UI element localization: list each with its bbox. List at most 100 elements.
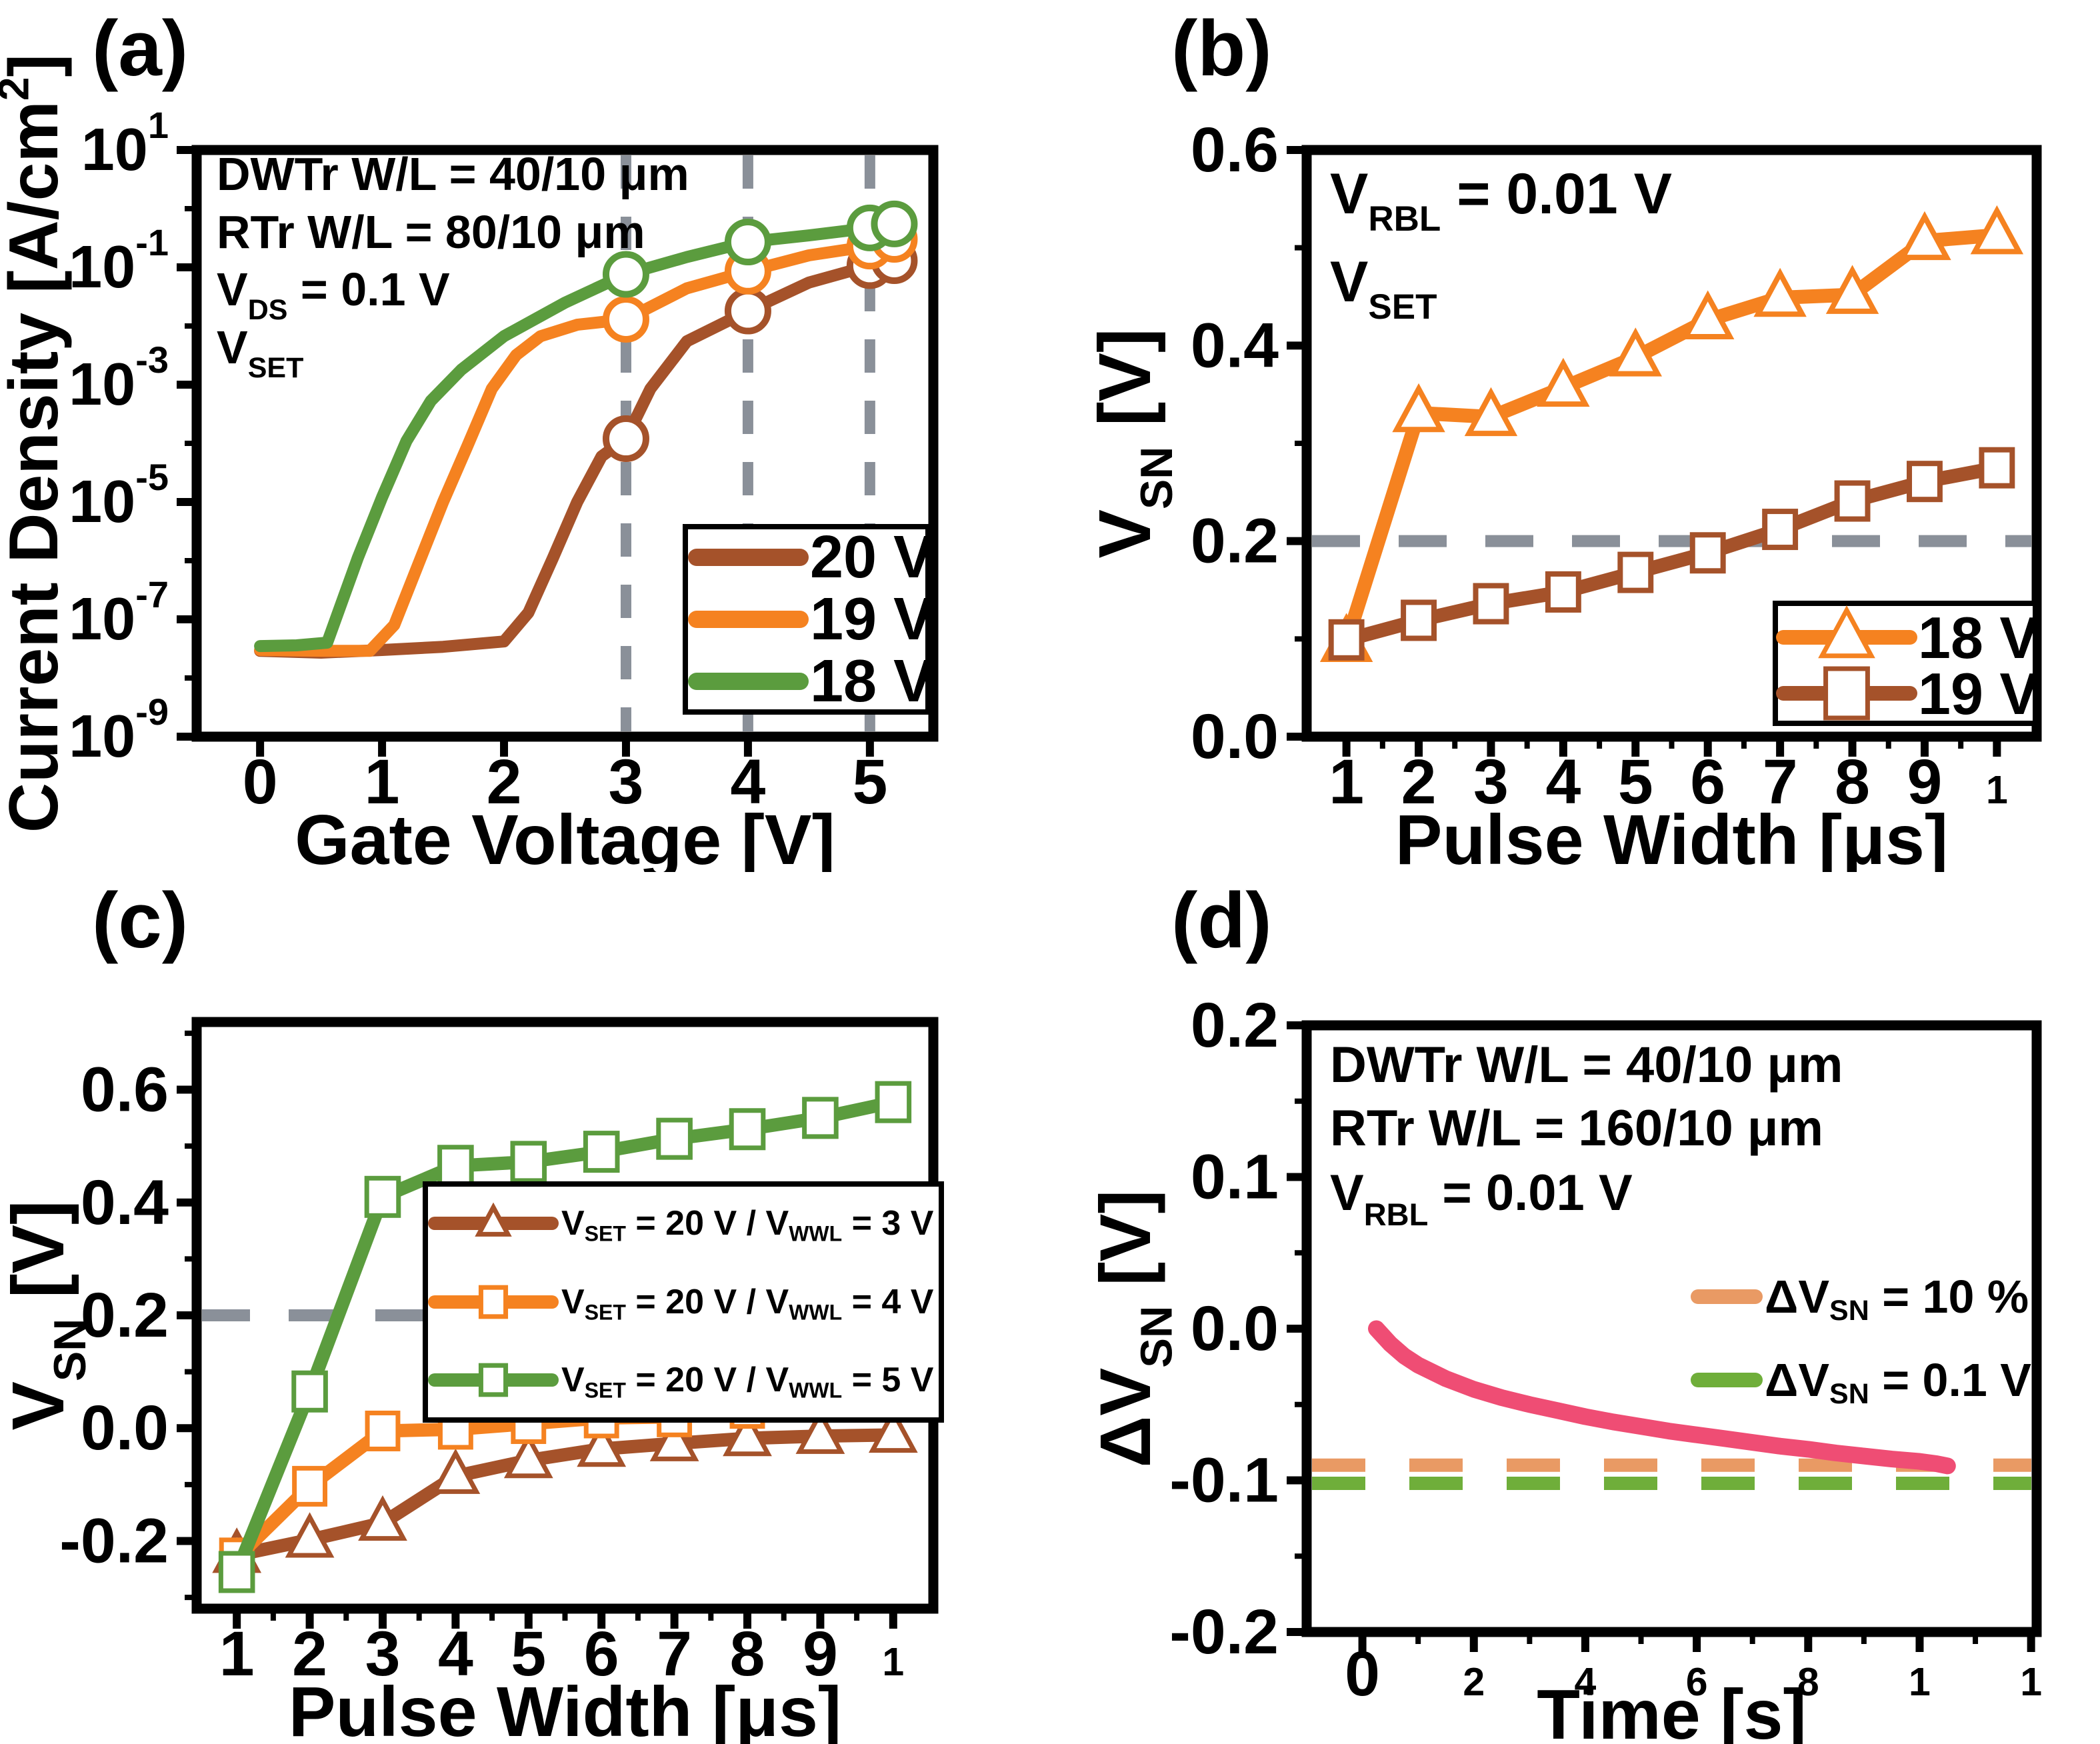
svg-text:ΔVSN = 0.1 V: ΔVSN = 0.1 V bbox=[1765, 1354, 2031, 1410]
axes-frame: 1 2 3 4 5 6 7 8 9 10.00.20.40.6 bbox=[1191, 115, 2042, 817]
svg-text:10-1: 10-1 bbox=[69, 221, 169, 301]
chart-a-transfer-curves: 0 1 2 3 4 5 101 10-1 10-3 10-5 10-7 10-9 Gate Voltag… bbox=[0, 54, 939, 872]
series-18-v bbox=[1319, 205, 2024, 662]
svg-text:0.6: 0.6 bbox=[81, 1055, 169, 1125]
x-axis-title: Gate Voltage [V] bbox=[295, 801, 835, 872]
svg-text:VRBL = 0.01 V: VRBL = 0.01 V bbox=[1330, 162, 1672, 239]
x-axis-title: Pulse Width [μs] bbox=[289, 1673, 841, 1744]
svg-text:VSET: VSET bbox=[1330, 250, 1437, 327]
svg-text:0.1: 0.1 bbox=[1191, 1142, 1279, 1213]
series-retention bbox=[1368, 1320, 1956, 1475]
panel-label-b: (b) bbox=[1171, 5, 1272, 93]
svg-text:0.0: 0.0 bbox=[1191, 701, 1279, 772]
svg-text:8: 8 bbox=[1835, 747, 1870, 817]
panel-d: (d) 0 2 4 6 8 1 1 0.2 0.1 0.0 -0.1 -0.2 Time [s] ΔVSN… bbox=[1050, 872, 2100, 1744]
svg-text:8: 8 bbox=[730, 1619, 765, 1689]
svg-text:10-9: 10-9 bbox=[69, 691, 169, 770]
svg-text:0.2: 0.2 bbox=[81, 1280, 169, 1351]
svg-text:3: 3 bbox=[365, 1619, 401, 1689]
svg-text:0.0: 0.0 bbox=[1191, 1293, 1279, 1364]
svg-text:2: 2 bbox=[1401, 747, 1437, 817]
svg-text:7: 7 bbox=[1763, 747, 1798, 817]
legend: 20 V19 V18 V bbox=[683, 524, 933, 715]
svg-text:9: 9 bbox=[803, 1619, 838, 1689]
svg-text:-0.1: -0.1 bbox=[1169, 1445, 1279, 1516]
y-axis-title: Current Density [A/cm2] bbox=[0, 54, 73, 833]
svg-text:VRBL = 0.01 V: VRBL = 0.01 V bbox=[1330, 1165, 1633, 1232]
panel-b: (b) 1 2 3 4 5 6 7 8 9 1 0.0 0.2 0.4 0.6 Pulse Width [μ… bbox=[1050, 0, 2100, 872]
chart-d-retention: 0 2 4 6 8 1 1 0.2 0.1 0.0 -0.1 -0.2 Time [s] ΔVSN [V]… bbox=[1085, 990, 2042, 1744]
svg-text:5: 5 bbox=[852, 747, 887, 817]
svg-text:10-3: 10-3 bbox=[69, 339, 169, 418]
series-vset-20-v-vwwl-5-v bbox=[218, 1081, 912, 1593]
svg-text:VSET: VSET bbox=[217, 321, 303, 384]
svg-text:0.2: 0.2 bbox=[1191, 506, 1279, 577]
x-axis-title: Time [s] bbox=[1537, 1675, 1807, 1744]
legend: VSET = 20 V / VWWL = 3 V VSET = 20 V / VW… bbox=[423, 1181, 944, 1423]
in-plot-annotations: DWTr W/L = 40/10 μm RTr W/L = 160/10 μm VR… bbox=[1330, 1037, 1843, 1232]
svg-text:VDS = 0.1 V: VDS = 0.1 V bbox=[217, 263, 450, 326]
svg-text:2: 2 bbox=[1463, 1660, 1485, 1704]
svg-text:1: 1 bbox=[219, 1619, 255, 1689]
svg-text:RTr W/L = 160/10 μm: RTr W/L = 160/10 μm bbox=[1330, 1100, 1823, 1157]
svg-text:4: 4 bbox=[730, 747, 765, 817]
svg-text:18 V: 18 V bbox=[1918, 605, 2039, 671]
svg-text:0.6: 0.6 bbox=[1191, 115, 1279, 185]
y-axis-title: VSN [V] bbox=[1084, 328, 1182, 558]
svg-text:1: 1 bbox=[1329, 747, 1364, 817]
svg-text:3: 3 bbox=[1473, 747, 1509, 817]
svg-text:0.4: 0.4 bbox=[81, 1167, 169, 1238]
svg-text:VSET = 20 V / VWWL = 4 V: VSET = 20 V / VWWL = 4 V bbox=[561, 1283, 934, 1325]
svg-text:4: 4 bbox=[1545, 747, 1581, 817]
svg-text:0: 0 bbox=[1345, 1639, 1380, 1709]
y-axis-title: ΔVSN [V] bbox=[1085, 1190, 1181, 1468]
svg-text:8: 8 bbox=[1797, 1660, 1819, 1704]
svg-text:DWTr W/L = 40/10 μm: DWTr W/L = 40/10 μm bbox=[217, 148, 689, 200]
svg-text:0.4: 0.4 bbox=[1191, 310, 1279, 381]
svg-text:1: 1 bbox=[1909, 1660, 1931, 1704]
panel-label-d: (d) bbox=[1171, 877, 1272, 965]
svg-text:4: 4 bbox=[438, 1619, 473, 1689]
y-axis-title: VSN [V] bbox=[0, 1200, 95, 1430]
svg-text:6: 6 bbox=[1686, 1660, 1708, 1704]
svg-text:1: 1 bbox=[882, 1640, 904, 1684]
svg-text:6: 6 bbox=[1690, 747, 1725, 817]
axes-frame: 0 2 4 6 8 1 1 0.2 0.1 0.0 -0.1 -0.2 bbox=[1169, 990, 2042, 1709]
in-plot-annotations: VRBL = 0.01 V VSET bbox=[1330, 162, 1672, 327]
svg-text:0: 0 bbox=[243, 747, 278, 817]
svg-text:20 V: 20 V bbox=[810, 524, 933, 591]
panel-label-a: (a) bbox=[92, 5, 189, 93]
svg-text:5: 5 bbox=[1618, 747, 1653, 817]
svg-text:19 V: 19 V bbox=[1918, 661, 2039, 727]
svg-text:1: 1 bbox=[365, 747, 400, 817]
svg-text:2: 2 bbox=[487, 747, 522, 817]
svg-text:4: 4 bbox=[1575, 1660, 1597, 1704]
svg-text:ΔVSN = 10 %: ΔVSN = 10 % bbox=[1765, 1271, 2029, 1327]
svg-text:9: 9 bbox=[1907, 747, 1943, 817]
svg-text:1: 1 bbox=[1986, 768, 2008, 812]
svg-text:-0.2: -0.2 bbox=[1169, 1597, 1279, 1667]
svg-text:3: 3 bbox=[609, 747, 644, 817]
axes-frame: 1 2 3 4 5 6 7 8 9 1-0.20.00.20.40.6 bbox=[59, 1017, 939, 1689]
panel-a: (a) 0 1 2 3 4 5 101 10-1 10-3 10-5 10-7 10-9 Gate Vo… bbox=[0, 0, 1050, 872]
in-plot-annotations: DWTr W/L = 40/10 μm RTr W/L = 80/10 μmVDS… bbox=[217, 148, 689, 384]
svg-text:0.2: 0.2 bbox=[1191, 990, 1279, 1061]
svg-text:10-7: 10-7 bbox=[69, 573, 169, 653]
axes-frame: 0 1 2 3 4 5 101 10-1 10-3 10-5 10-7 10-9 bbox=[69, 104, 939, 817]
svg-text:18 V: 18 V bbox=[810, 648, 933, 715]
svg-text:101: 101 bbox=[81, 104, 169, 183]
series-18-v bbox=[254, 200, 918, 653]
legend: 18 V19 V bbox=[1773, 601, 2039, 727]
svg-text:-0.2: -0.2 bbox=[59, 1505, 169, 1576]
svg-text:5: 5 bbox=[511, 1619, 546, 1689]
panel-c: (c) 1 2 3 4 5 6 7 8 9 1 -0.2 0.0 0.2 0.4 0.6 Pulse Widt… bbox=[0, 872, 1050, 1744]
svg-text:DWTr W/L = 40/10 μm: DWTr W/L = 40/10 μm bbox=[1330, 1037, 1843, 1093]
svg-text:VSET = 20 V / VWWL = 5 V: VSET = 20 V / VWWL = 5 V bbox=[561, 1361, 934, 1403]
svg-text:2: 2 bbox=[292, 1619, 327, 1689]
panel-label-c: (c) bbox=[92, 877, 189, 965]
svg-text:6: 6 bbox=[584, 1619, 619, 1689]
svg-text:7: 7 bbox=[657, 1619, 692, 1689]
